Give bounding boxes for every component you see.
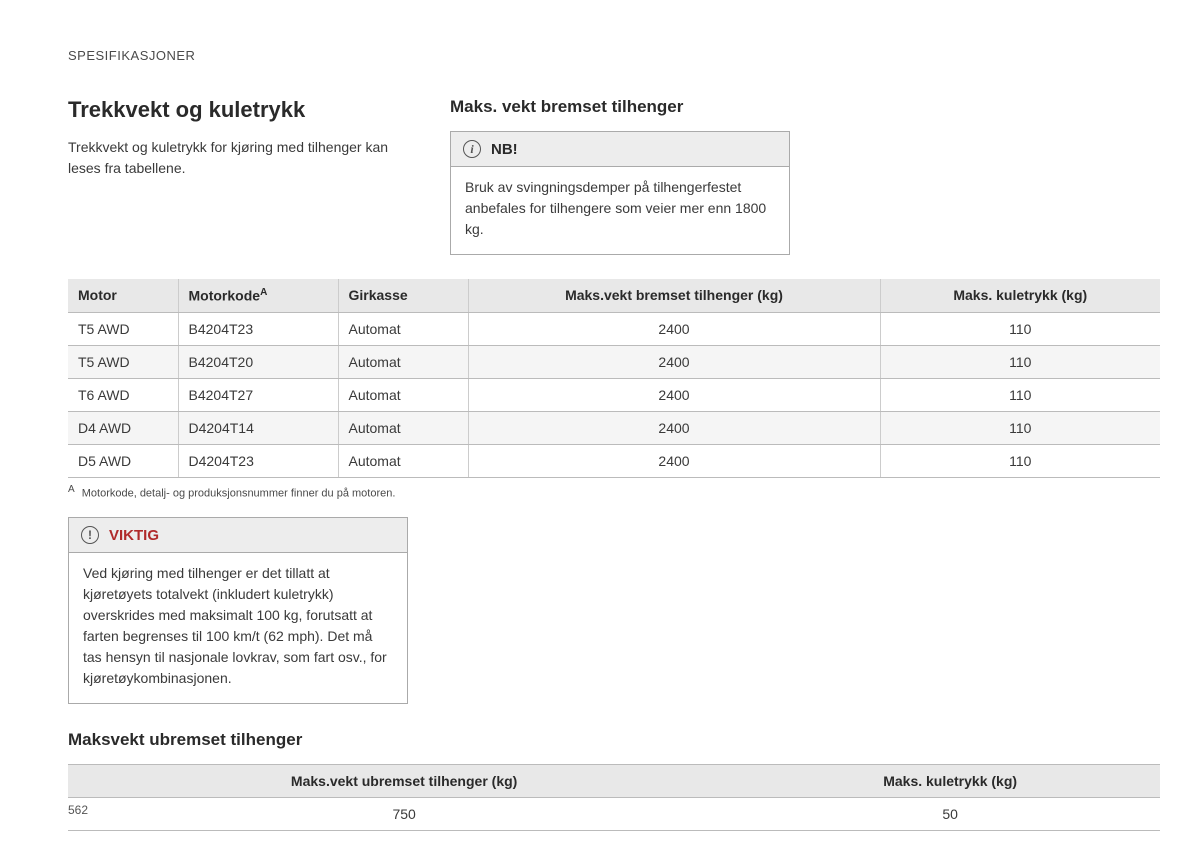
table-cell: D4 AWD: [68, 411, 178, 444]
left-column: Trekkvekt og kuletrykk Trekkvekt og kule…: [68, 97, 408, 255]
table-cell: 110: [880, 411, 1160, 444]
table-cell: 2400: [468, 345, 880, 378]
table-cell: T6 AWD: [68, 378, 178, 411]
intro-text: Trekkvekt og kuletrykk for kjøring med t…: [68, 137, 408, 179]
spec-table-braked: MotorMotorkodeAGirkasseMaks.vekt bremset…: [68, 279, 1160, 478]
table-header: Maks. kuletrykk (kg): [740, 765, 1160, 798]
table-cell: D4204T23: [178, 444, 338, 477]
nb-callout-body: Bruk av svingningsdemper på tilhengerfes…: [451, 167, 789, 254]
table-cell: 2400: [468, 378, 880, 411]
viktig-label: VIKTIG: [109, 527, 159, 544]
header-superscript: A: [260, 287, 267, 298]
viktig-callout-body: Ved kjøring med tilhenger er det tillatt…: [69, 553, 407, 703]
table-cell: 110: [880, 378, 1160, 411]
table-cell: 750: [68, 798, 740, 831]
footnote-text: Motorkode, detalj- og produksjonsnummer …: [82, 487, 396, 499]
nb-label: NB!: [491, 141, 518, 158]
table-cell: Automat: [338, 345, 468, 378]
table-row: T6 AWDB4204T27Automat2400110: [68, 378, 1160, 411]
exclamation-icon: !: [81, 526, 99, 544]
nb-callout: i NB! Bruk av svingningsdemper på tilhen…: [450, 131, 790, 255]
table-cell: 50: [740, 798, 1160, 831]
table-row: D5 AWDD4204T23Automat2400110: [68, 444, 1160, 477]
table-cell: B4204T20: [178, 345, 338, 378]
right-column: Maks. vekt bremset tilhenger i NB! Bruk …: [450, 97, 1160, 255]
page-number: 562: [68, 803, 88, 817]
table-cell: T5 AWD: [68, 345, 178, 378]
table-header: Maks.vekt bremset tilhenger (kg): [468, 279, 880, 312]
table-row: T5 AWDB4204T23Automat2400110: [68, 312, 1160, 345]
table-header: Motor: [68, 279, 178, 312]
table-header: Girkasse: [338, 279, 468, 312]
table-header: Maks. kuletrykk (kg): [880, 279, 1160, 312]
table-cell: D5 AWD: [68, 444, 178, 477]
table-row: D4 AWDD4204T14Automat2400110: [68, 411, 1160, 444]
table-cell: B4204T27: [178, 378, 338, 411]
info-icon: i: [463, 140, 481, 158]
table-cell: Automat: [338, 312, 468, 345]
table-cell: 110: [880, 312, 1160, 345]
table-cell: T5 AWD: [68, 312, 178, 345]
table-header: MotorkodeA: [178, 279, 338, 312]
nb-callout-header: i NB!: [451, 132, 789, 167]
section-label: SPESIFIKASJONER: [68, 48, 1160, 63]
spec-table-unbraked: Maks.vekt ubremset tilhenger (kg)Maks. k…: [68, 764, 1160, 831]
subheading-bottom: Maksvekt ubremset tilhenger: [68, 730, 1160, 750]
header-row: Trekkvekt og kuletrykk Trekkvekt og kule…: [68, 97, 1160, 255]
table-header: Maks.vekt ubremset tilhenger (kg): [68, 765, 740, 798]
table-cell: 2400: [468, 444, 880, 477]
table-cell: D4204T14: [178, 411, 338, 444]
table-cell: Automat: [338, 444, 468, 477]
table-cell: 110: [880, 345, 1160, 378]
subheading-right: Maks. vekt bremset tilhenger: [450, 97, 1160, 117]
footnote: A Motorkode, detalj- og produksjonsnumme…: [68, 484, 1160, 500]
viktig-callout-header: ! VIKTIG: [69, 518, 407, 553]
table-cell: 2400: [468, 312, 880, 345]
main-heading: Trekkvekt og kuletrykk: [68, 97, 408, 123]
table-cell: Automat: [338, 411, 468, 444]
table-row: 75050: [68, 798, 1160, 831]
viktig-callout: ! VIKTIG Ved kjøring med tilhenger er de…: [68, 517, 408, 704]
table-cell: 110: [880, 444, 1160, 477]
footnote-marker: A: [68, 484, 75, 495]
table-cell: B4204T23: [178, 312, 338, 345]
table-cell: 2400: [468, 411, 880, 444]
table-row: T5 AWDB4204T20Automat2400110: [68, 345, 1160, 378]
table-cell: Automat: [338, 378, 468, 411]
